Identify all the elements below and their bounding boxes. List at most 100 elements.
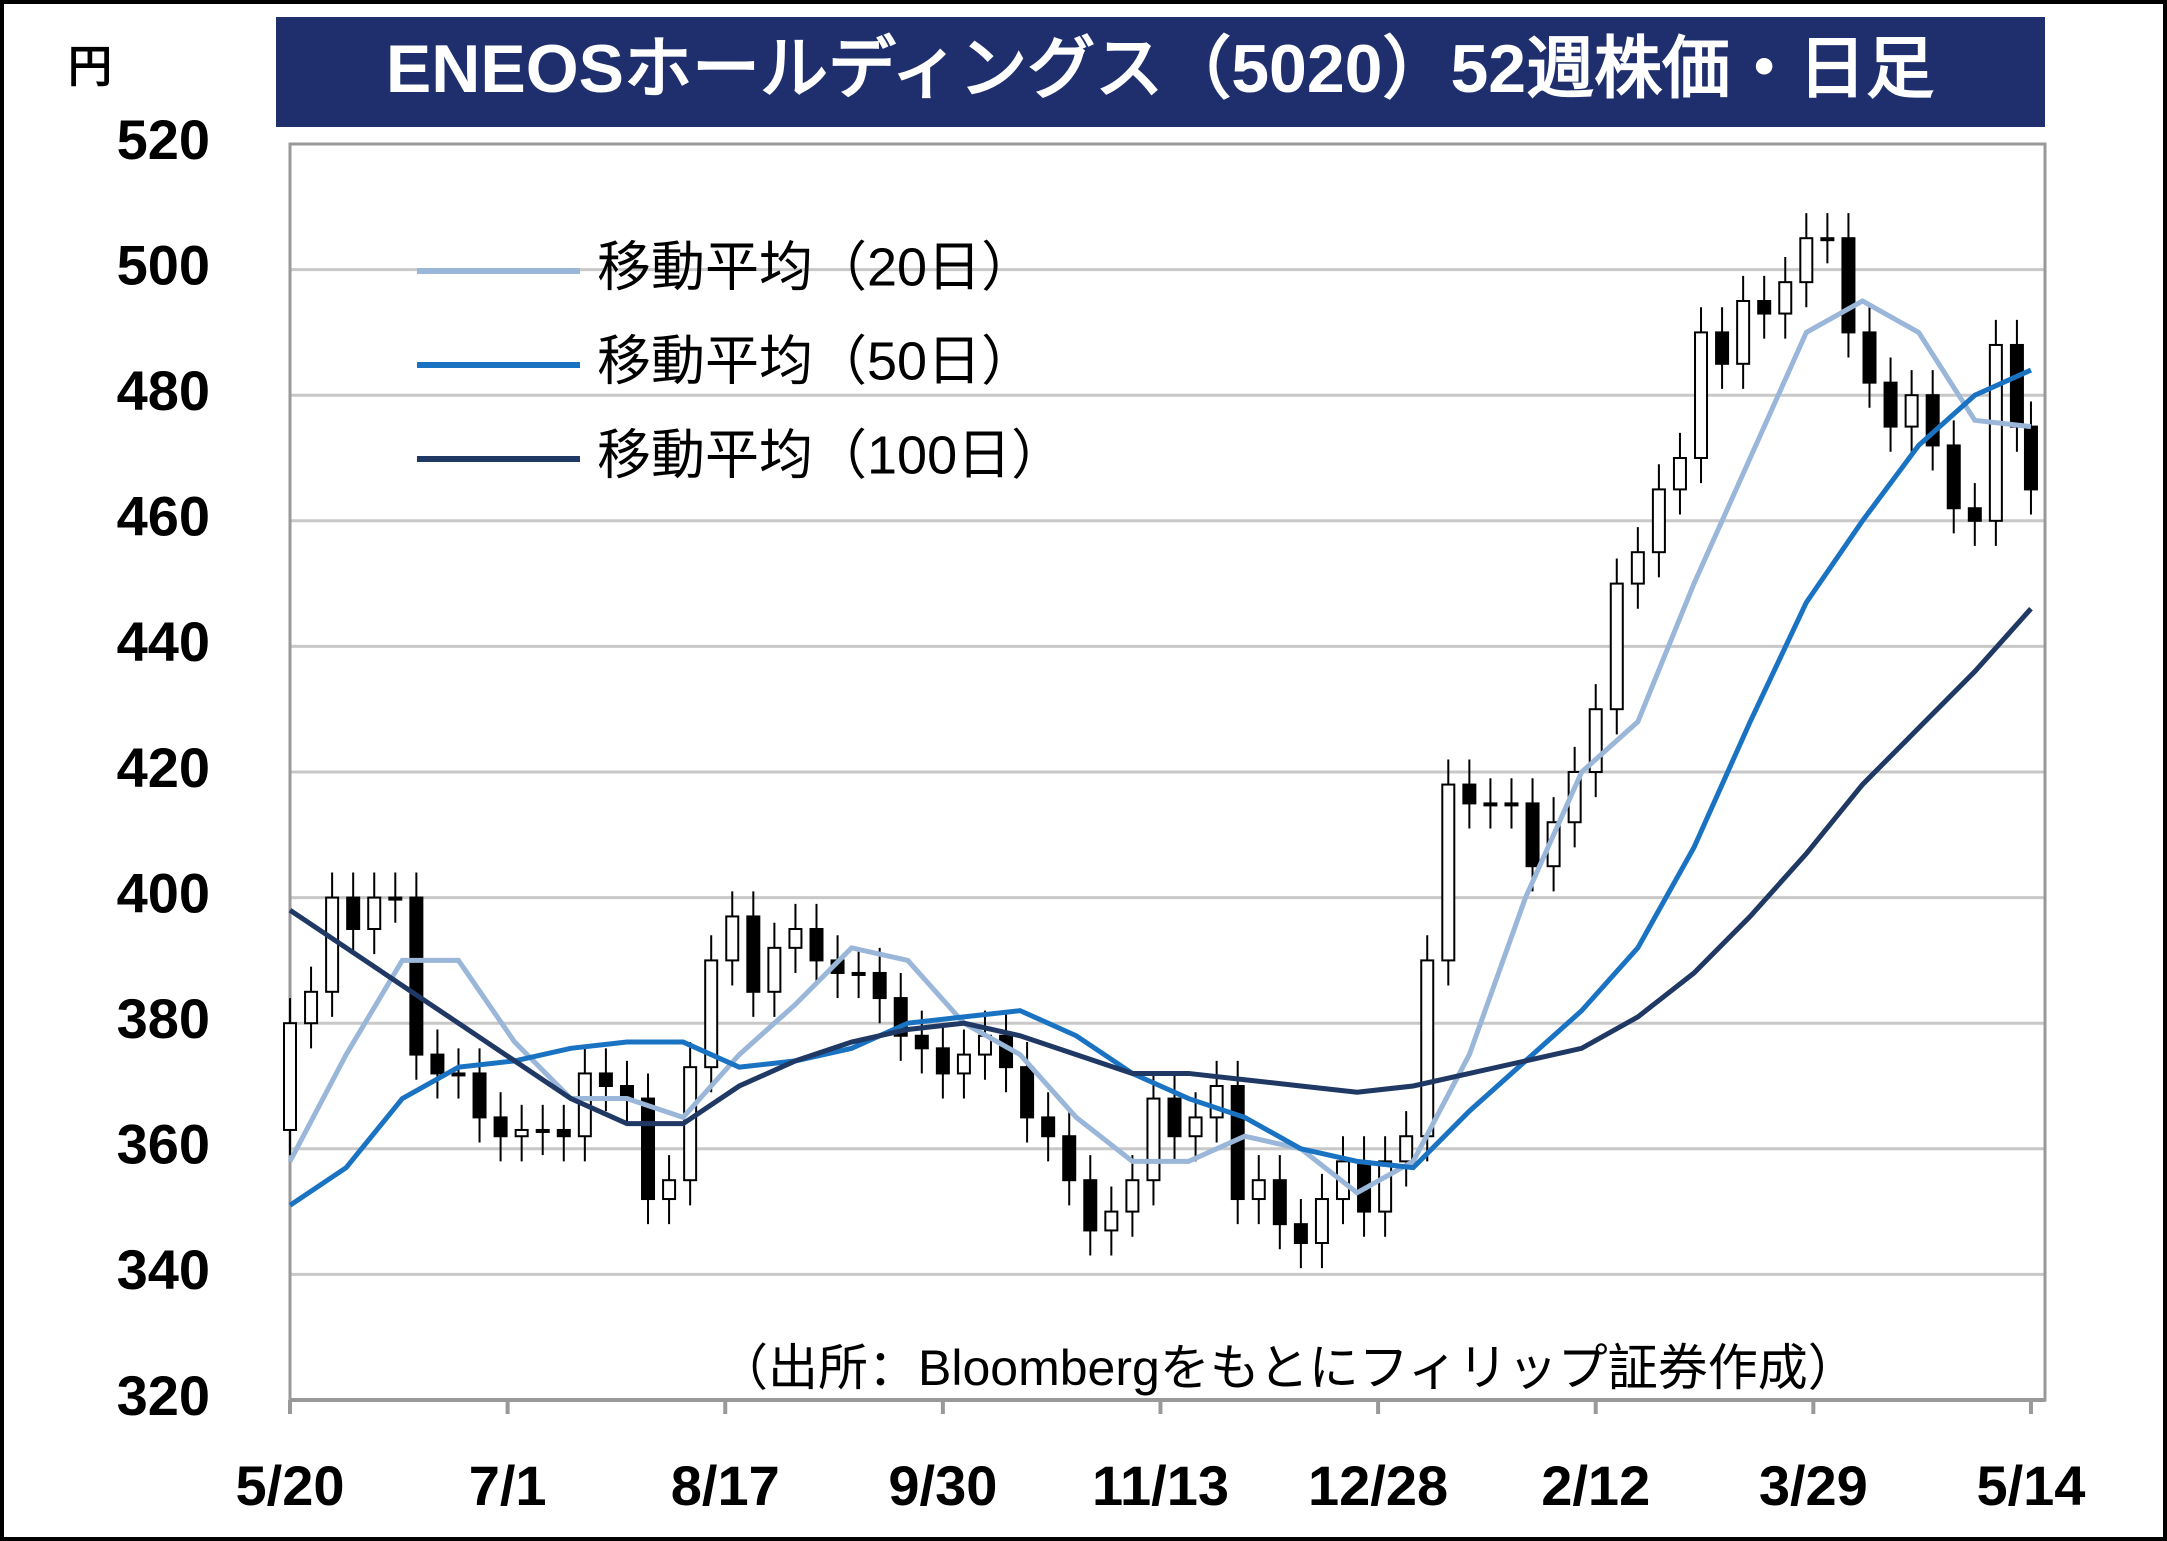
candle-body (1167, 1097, 1182, 1138)
candle-body (1083, 1179, 1098, 1232)
x-tick-label: 11/13 (1092, 1454, 1229, 1517)
y-tick-label: 360 (117, 1113, 210, 1176)
candle-body (1525, 802, 1540, 868)
x-tick-label: 2/12 (1541, 1454, 1650, 1517)
candle-body (1651, 488, 1666, 554)
candle-body (514, 1128, 529, 1138)
candle-body (1904, 394, 1919, 428)
candle-body (1694, 331, 1709, 459)
candle-body (1609, 582, 1624, 711)
candle-body (1841, 237, 1856, 334)
candle-body (1020, 1066, 1035, 1119)
x-tick-label: 5/14 (1976, 1454, 2085, 1517)
candle-body (1420, 959, 1435, 1138)
candle-body (725, 915, 740, 962)
candle-body (367, 896, 382, 930)
candle-body (1967, 507, 1982, 522)
candle-body (1820, 237, 1835, 242)
y-tick-label: 320 (117, 1364, 210, 1427)
y-tick-label: 520 (117, 108, 210, 171)
candle-body (1946, 444, 1961, 510)
candle-body (304, 990, 319, 1025)
title-banner (276, 17, 2045, 127)
candle-body (1041, 1116, 1056, 1138)
candle-body (914, 1034, 929, 1050)
x-tick-label: 7/1 (469, 1454, 547, 1517)
candle-body (1988, 343, 2003, 522)
candle-body (662, 1179, 677, 1201)
y-tick-label: 380 (117, 987, 210, 1050)
candle-body (409, 896, 424, 1056)
candle-body (1462, 783, 1477, 805)
x-tick-label: 5/20 (236, 1454, 345, 1517)
candle-body (746, 915, 761, 993)
y-tick-label: 340 (117, 1238, 210, 1301)
candle-body (1736, 300, 1751, 365)
candle-body (1799, 237, 1814, 284)
candle-body (1715, 331, 1730, 365)
candle-body (2009, 343, 2024, 428)
candle-body (1757, 300, 1772, 315)
candle-body (535, 1128, 550, 1133)
legend-label: 移動平均（100日） (597, 425, 1065, 485)
y-axis-label: 円 (68, 43, 112, 92)
candle-body (1314, 1198, 1329, 1245)
candle-body (2023, 425, 2038, 491)
candle-body (1862, 331, 1877, 384)
chart-title: ENEOSホールディングス（5020）52週株価・日足 (386, 31, 1934, 107)
candle-body (1188, 1116, 1203, 1138)
candle-body (451, 1072, 466, 1077)
y-tick-label: 440 (117, 610, 210, 673)
candle-body (1483, 802, 1498, 807)
candle-body (346, 896, 361, 930)
candle-body (788, 928, 803, 949)
candle-body (1062, 1135, 1077, 1182)
candle-body (1778, 281, 1793, 315)
y-tick-label: 460 (117, 485, 210, 548)
moving-average-line (288, 367, 2032, 1208)
y-tick-label: 500 (117, 233, 210, 296)
candle-body (430, 1053, 445, 1075)
candle-body (1125, 1179, 1140, 1213)
candle-body (767, 946, 782, 993)
y-tick-label: 400 (117, 861, 210, 924)
candle-body (1293, 1223, 1308, 1245)
candle-body (1399, 1135, 1414, 1163)
candle-body (1504, 802, 1519, 807)
x-tick-label: 8/17 (671, 1454, 780, 1517)
x-tick-label: 12/28 (1308, 1454, 1448, 1517)
legend-label: 移動平均（50日） (597, 331, 1035, 391)
annotation: （出所：Bloombergをもとにフィリップ証券作成） (718, 1340, 1858, 1396)
candle-body (872, 971, 887, 1000)
candle-body (809, 928, 824, 962)
y-tick-label: 420 (117, 736, 210, 799)
candle-body (388, 896, 403, 901)
candle-body (1441, 783, 1456, 962)
candle-body (1672, 457, 1687, 491)
legend-label: 移動平均（20日） (597, 237, 1035, 297)
x-tick-label: 9/30 (888, 1454, 997, 1517)
candle-body (472, 1072, 487, 1119)
candle-body (704, 959, 719, 1069)
candle-body (1251, 1179, 1266, 1201)
candle-body (493, 1116, 508, 1138)
candle-body (1209, 1085, 1224, 1119)
candle-body (956, 1053, 971, 1075)
candle-body (1104, 1210, 1119, 1232)
candle-body (641, 1097, 656, 1201)
candle-body (1883, 381, 1898, 428)
y-tick-label: 480 (117, 359, 210, 422)
candle-body (1378, 1160, 1393, 1213)
candle-body (283, 1022, 297, 1131)
candle-body (1146, 1097, 1161, 1182)
candle-body (556, 1128, 571, 1138)
candle-body (1630, 551, 1645, 585)
candle-body (851, 971, 866, 976)
candle-body (325, 896, 340, 993)
candle-body (598, 1072, 613, 1087)
candle-body (935, 1047, 950, 1075)
candle-body (1272, 1179, 1287, 1226)
x-tick-label: 3/29 (1759, 1454, 1868, 1517)
moving-average-line (288, 607, 2033, 1127)
